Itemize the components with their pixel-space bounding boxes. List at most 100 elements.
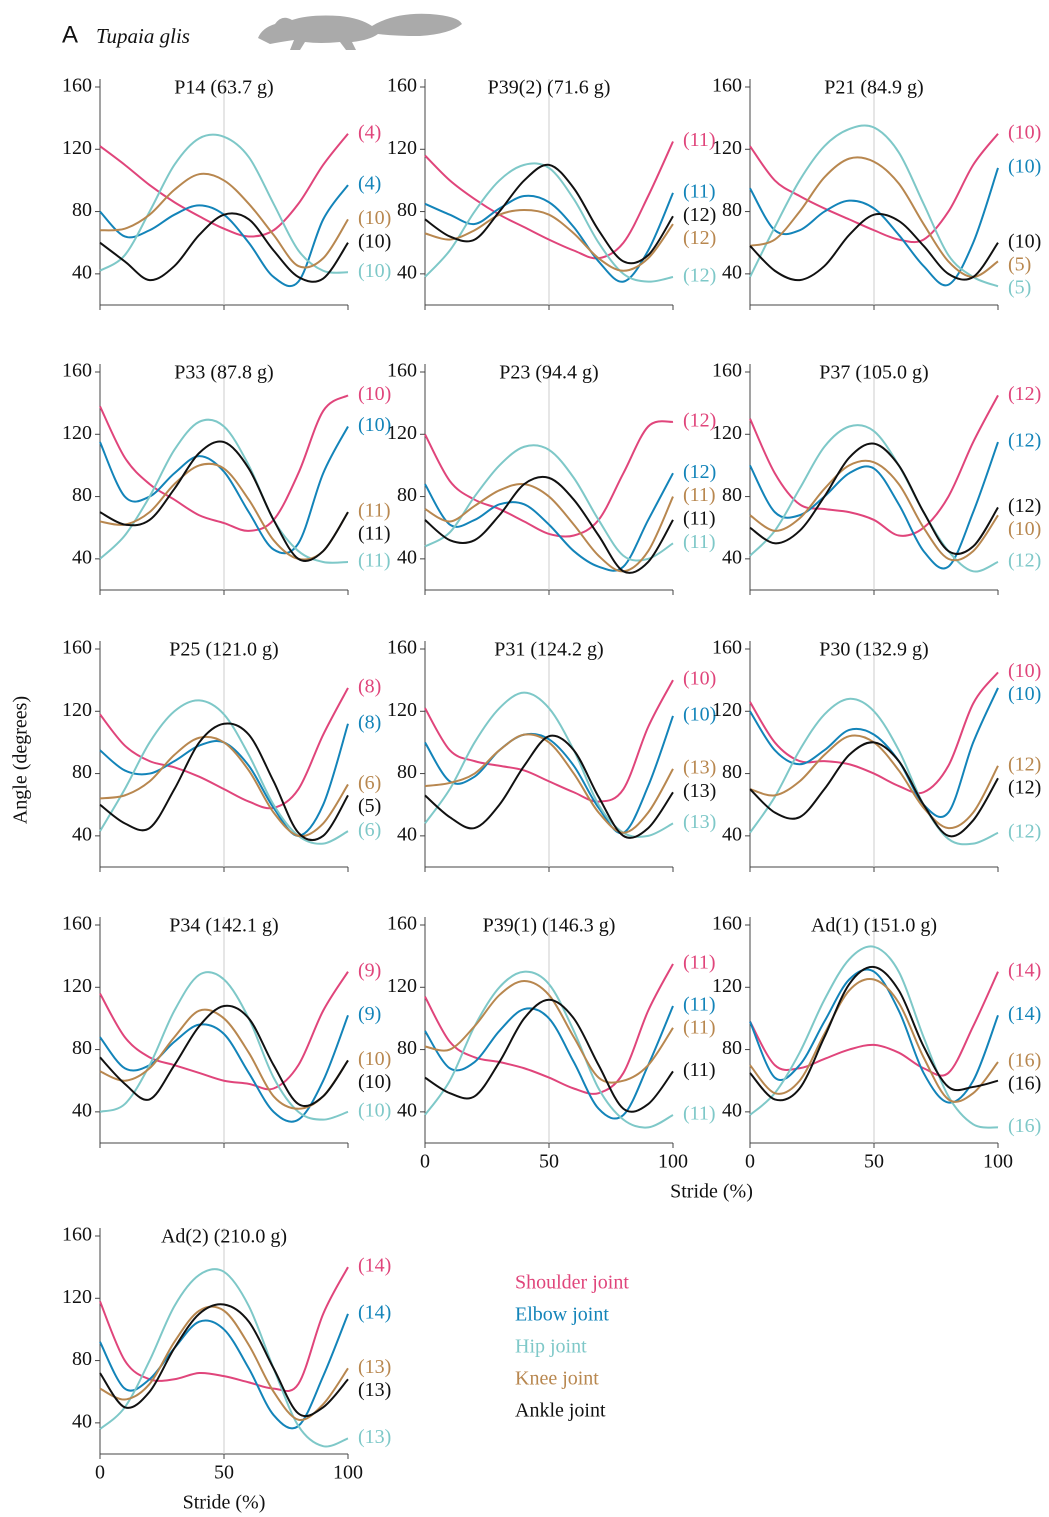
y-tick-label: 160 <box>62 75 92 97</box>
joint-line <box>424 444 674 562</box>
x-tick-label: 100 <box>333 1462 363 1484</box>
sample-size-label: (13) <box>683 780 716 802</box>
sample-size-label: (10) <box>1008 230 1041 252</box>
y-tick-label: 160 <box>62 360 92 382</box>
joint-line <box>424 963 674 1095</box>
y-tick-label: 120 <box>62 422 92 444</box>
sample-size-label: (9) <box>358 959 381 981</box>
sample-size-label: (12) <box>1008 383 1041 405</box>
sample-size-label: (16) <box>1008 1115 1041 1137</box>
y-tick-label: 120 <box>62 699 92 721</box>
legend-entry: Ankle joint <box>515 1400 606 1422</box>
sample-size-label: (11) <box>358 500 391 522</box>
y-tick-label: 80 <box>722 484 742 506</box>
x-tick-label: 50 <box>539 1151 559 1173</box>
y-tick-label: 40 <box>72 546 92 568</box>
y-tick-label: 80 <box>72 1037 92 1059</box>
joint-line <box>99 722 349 842</box>
legend-entry: Hip joint <box>515 1336 587 1358</box>
y-tick-label: 160 <box>62 913 92 935</box>
joint-line <box>424 420 674 538</box>
y-tick-label: 160 <box>387 360 417 382</box>
sample-size-label: (13) <box>358 1379 391 1401</box>
sample-size-label: (11) <box>683 531 716 553</box>
sample-size-label: (14) <box>358 1301 391 1323</box>
y-tick-label: 40 <box>722 823 742 845</box>
sample-size-label: (4) <box>358 173 381 195</box>
x-axis-label: Stride (%) <box>670 1181 753 1203</box>
sample-size-label: (12) <box>1008 550 1041 572</box>
sample-size-label: (12) <box>1008 776 1041 798</box>
joint-line <box>424 1005 674 1120</box>
joint-line <box>99 971 349 1091</box>
panel-title: P21 (84.9 g) <box>824 77 923 99</box>
sample-size-label: (12) <box>1008 495 1041 517</box>
joint-line <box>749 741 999 838</box>
sample-size-label: (10) <box>683 668 716 690</box>
sample-size-label: (5) <box>1008 276 1031 298</box>
joint-line <box>749 156 999 278</box>
sample-size-label: (11) <box>683 952 716 974</box>
sample-size-label: (11) <box>683 180 716 202</box>
y-tick-label: 160 <box>387 637 417 659</box>
y-tick-label: 160 <box>387 913 417 935</box>
sample-size-label: (10) <box>1008 683 1041 705</box>
sample-size-label: (12) <box>683 461 716 483</box>
sample-size-label: (13) <box>358 1426 391 1448</box>
panel-title: P14 (63.7 g) <box>174 77 273 99</box>
y-tick-label: 160 <box>712 75 742 97</box>
y-axis-label: Angle (degrees) <box>10 696 32 824</box>
joint-line <box>424 141 674 260</box>
sample-size-label: (10) <box>358 207 391 229</box>
sample-size-label: (14) <box>1008 959 1041 981</box>
panel-title: P33 (87.8 g) <box>174 362 273 384</box>
joint-line <box>424 733 674 834</box>
panel-title: Ad(2) (210.0 g) <box>161 1226 287 1248</box>
y-tick-label: 40 <box>72 1410 92 1432</box>
sample-size-label: (11) <box>358 550 391 572</box>
joint-line <box>749 124 999 288</box>
joint-line <box>424 998 674 1113</box>
y-tick-label: 120 <box>62 975 92 997</box>
sample-size-label: (11) <box>683 1059 716 1081</box>
panel-title: P39(1) (146.3 g) <box>483 915 616 937</box>
sample-size-label: (11) <box>683 484 716 506</box>
sample-size-label: (12) <box>1008 753 1041 775</box>
legend-entry: Elbow joint <box>515 1304 609 1326</box>
joint-line <box>424 482 674 573</box>
joint-line <box>99 462 349 561</box>
sample-size-label: (12) <box>683 409 716 431</box>
sample-size-label: (14) <box>1008 1003 1041 1025</box>
y-tick-label: 80 <box>397 484 417 506</box>
y-tick-label: 80 <box>722 1037 742 1059</box>
sample-size-label: (10) <box>358 414 391 436</box>
joint-line <box>424 970 674 1129</box>
joint-line <box>99 735 349 838</box>
joint-line <box>99 1305 349 1422</box>
sample-size-label: (10) <box>1008 518 1041 540</box>
x-axis-label: Stride (%) <box>183 1492 266 1514</box>
x-tick-label: 50 <box>864 1151 884 1173</box>
y-tick-label: 80 <box>397 199 417 221</box>
sample-size-label: (10) <box>683 704 716 726</box>
joint-line <box>749 394 999 537</box>
sample-size-label: (9) <box>358 1003 381 1025</box>
panel-title: P39(2) (71.6 g) <box>488 77 611 99</box>
y-tick-label: 120 <box>62 1286 92 1308</box>
y-tick-label: 160 <box>712 913 742 935</box>
sample-size-label: (10) <box>358 230 391 252</box>
sample-size-label: (6) <box>358 772 381 794</box>
y-tick-label: 80 <box>397 1037 417 1059</box>
y-tick-label: 160 <box>62 1224 92 1246</box>
y-tick-label: 40 <box>72 823 92 845</box>
sample-size-label: (10) <box>358 1099 391 1121</box>
panel-title: P23 (94.4 g) <box>499 362 598 384</box>
joint-line <box>99 1313 349 1430</box>
joint-line <box>424 162 674 283</box>
sample-size-label: (11) <box>358 523 391 545</box>
sample-size-label: (5) <box>358 795 381 817</box>
panel-title: P30 (132.9 g) <box>819 639 928 661</box>
sample-size-label: (11) <box>683 508 716 530</box>
y-tick-label: 120 <box>712 422 742 444</box>
y-tick-label: 80 <box>722 761 742 783</box>
